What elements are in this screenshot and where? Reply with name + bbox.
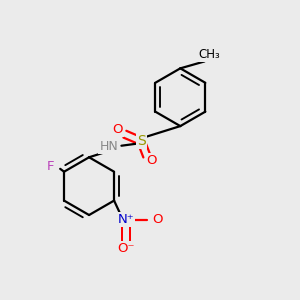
- Text: F: F: [47, 160, 55, 173]
- Text: CH₃: CH₃: [198, 48, 220, 61]
- Text: O: O: [146, 154, 157, 167]
- Text: O: O: [152, 213, 163, 226]
- Text: N⁺: N⁺: [118, 213, 134, 226]
- Text: O⁻: O⁻: [117, 242, 135, 255]
- Text: HN: HN: [99, 140, 118, 153]
- Text: S: S: [137, 134, 146, 148]
- Text: O: O: [113, 123, 123, 136]
